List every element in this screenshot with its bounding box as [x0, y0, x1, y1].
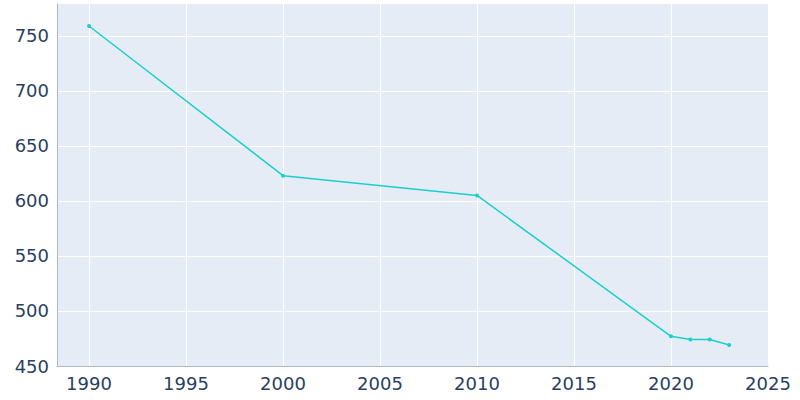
svg-text:500: 500 — [15, 300, 49, 321]
svg-text:2000: 2000 — [260, 373, 306, 394]
svg-text:2025: 2025 — [745, 373, 791, 394]
svg-text:1990: 1990 — [66, 373, 112, 394]
svg-text:650: 650 — [15, 135, 49, 156]
svg-text:750: 750 — [15, 25, 49, 46]
svg-text:2020: 2020 — [648, 373, 694, 394]
svg-text:550: 550 — [15, 245, 49, 266]
svg-text:450: 450 — [15, 356, 49, 377]
svg-text:1995: 1995 — [163, 373, 209, 394]
svg-text:2010: 2010 — [454, 373, 500, 394]
svg-text:700: 700 — [15, 80, 49, 101]
svg-text:2005: 2005 — [357, 373, 403, 394]
svg-text:2015: 2015 — [551, 373, 597, 394]
svg-text:600: 600 — [15, 190, 49, 211]
